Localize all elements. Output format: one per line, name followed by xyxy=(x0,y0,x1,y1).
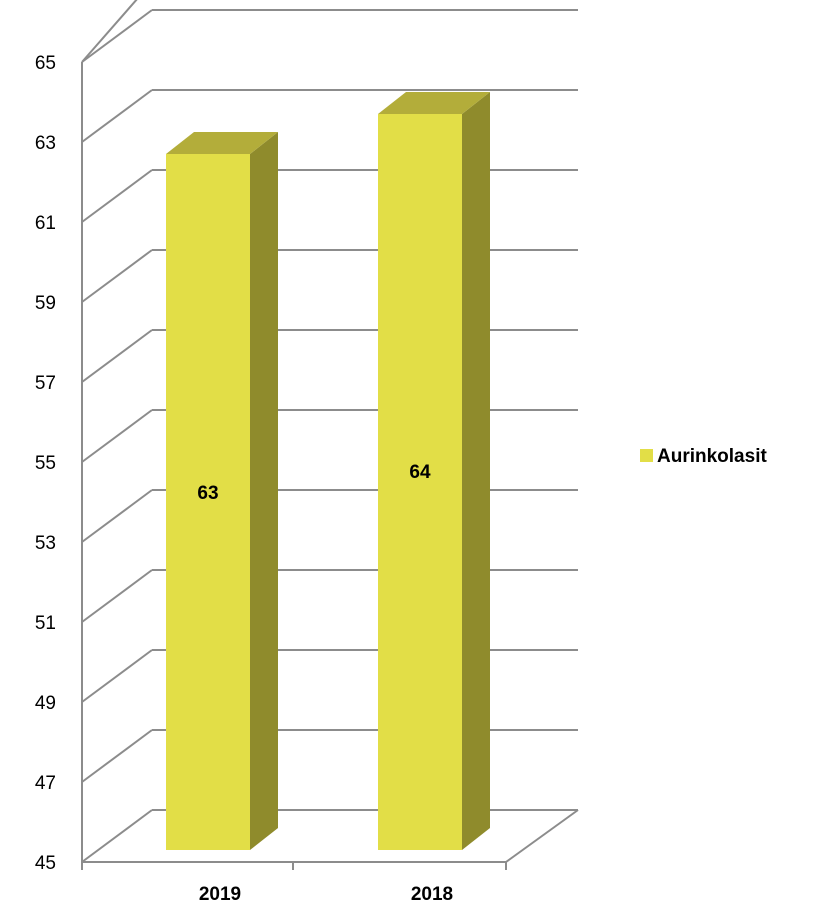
y-tick-label: 65 xyxy=(35,53,56,74)
y-tick-label: 49 xyxy=(35,693,56,714)
y-tick-label: 61 xyxy=(35,213,56,234)
labels: 45 47 49 51 53 55 57 59 61 63 65 63 2019 64 2018 xyxy=(35,53,453,905)
gridline xyxy=(81,169,578,223)
bar-side-face xyxy=(250,132,278,850)
legend: Aurinkolasit xyxy=(640,446,767,467)
bar-front-face xyxy=(378,114,462,850)
gridline xyxy=(81,409,578,463)
legend-swatch-aurinkolasit xyxy=(640,449,653,462)
gridline xyxy=(81,249,578,303)
y-tick-label: 59 xyxy=(35,293,56,314)
bar-2018 xyxy=(378,92,490,850)
gridline xyxy=(81,729,578,783)
x-category-label: 2018 xyxy=(411,884,453,905)
bar-2019 xyxy=(166,132,278,850)
bars xyxy=(166,92,490,850)
gridline xyxy=(81,649,578,703)
bar-side-face xyxy=(462,92,490,850)
axes xyxy=(81,0,579,870)
gridline xyxy=(81,89,578,143)
gridline xyxy=(81,489,578,543)
side-top-edge xyxy=(81,0,138,63)
data-label: 63 xyxy=(197,483,218,504)
floor-edge xyxy=(505,809,579,863)
gridlines xyxy=(81,9,578,863)
y-tick-label: 45 xyxy=(35,853,56,874)
gridline xyxy=(81,569,578,623)
legend-label-aurinkolasit: Aurinkolasit xyxy=(657,446,767,467)
y-tick-label: 51 xyxy=(35,613,56,634)
data-label: 64 xyxy=(409,462,431,483)
bar-front-face xyxy=(166,154,250,850)
bar-top-face xyxy=(378,92,490,114)
y-tick-label: 55 xyxy=(35,453,56,474)
gridline xyxy=(81,329,578,383)
x-category-label: 2019 xyxy=(199,884,241,905)
y-tick-label: 57 xyxy=(35,373,56,394)
y-tick-label: 53 xyxy=(35,533,56,554)
y-tick-label: 47 xyxy=(35,773,56,794)
gridline xyxy=(81,9,578,63)
bar-top-face xyxy=(166,132,278,154)
y-tick-label: 63 xyxy=(35,133,56,154)
gridline xyxy=(81,809,578,863)
